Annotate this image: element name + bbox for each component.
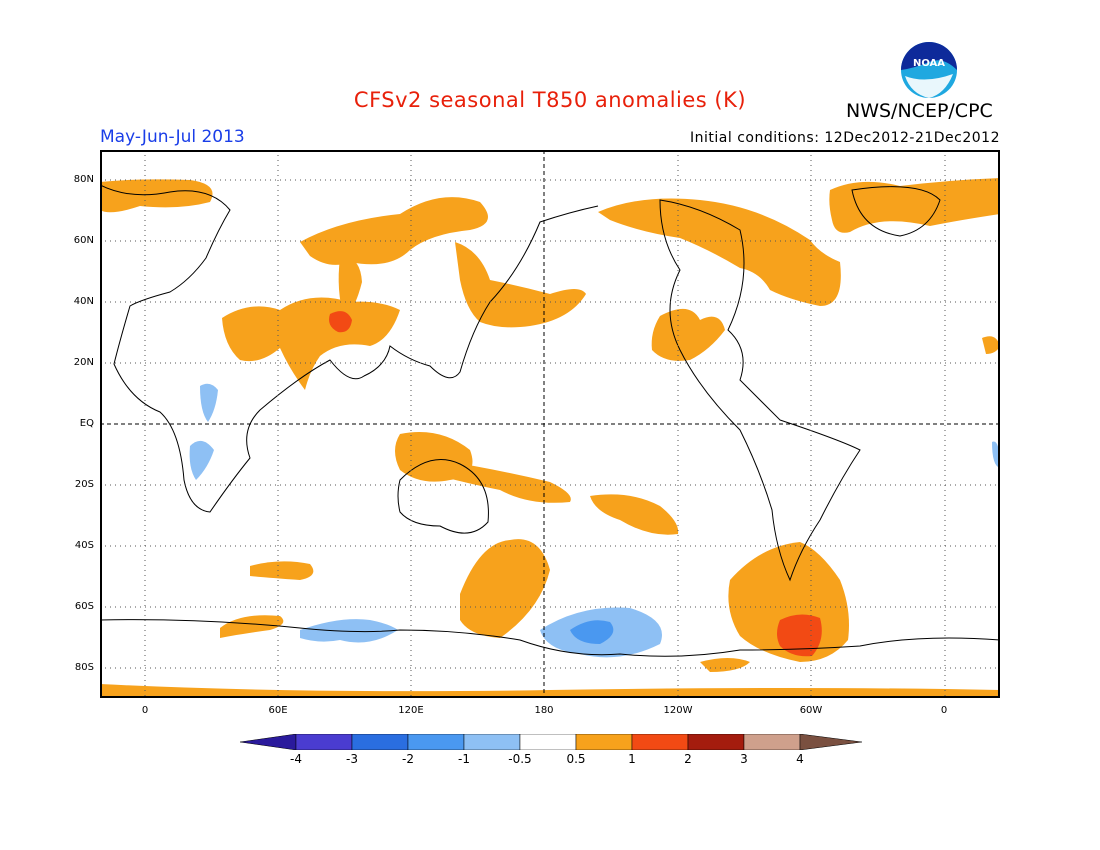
lat-label: 80N xyxy=(73,174,94,185)
cbar-label: -1 xyxy=(458,752,470,766)
lon-label: 60W xyxy=(799,705,823,716)
coastlines xyxy=(100,184,1000,657)
cbar-cell xyxy=(687,734,745,750)
cbar-cell xyxy=(519,734,577,750)
cbar-cell xyxy=(575,734,633,750)
lat-label: 60N xyxy=(73,235,94,246)
lat-label: 20S xyxy=(74,479,94,490)
cbar-arrow-low xyxy=(240,734,297,750)
cbar-label: 0.5 xyxy=(566,752,586,766)
color-bar xyxy=(240,734,862,750)
cbar-label: 3 xyxy=(740,752,748,766)
lon-label: 180 xyxy=(534,705,554,716)
negative-anomaly-regions xyxy=(189,383,1000,658)
cbar-cell xyxy=(463,734,521,750)
lat-label: 80S xyxy=(74,662,94,673)
cbar-cell xyxy=(631,734,689,750)
cbar-cell xyxy=(295,734,353,750)
lon-label: 0 xyxy=(940,705,948,716)
cbar-cell xyxy=(743,734,801,750)
cbar-label: -4 xyxy=(290,752,302,766)
lat-label: 40S xyxy=(74,540,94,551)
cbar-label: -0.5 xyxy=(508,752,532,766)
map-title: CFSv2 seasonal T850 anomalies (K) xyxy=(353,88,747,112)
cbar-arrow-high xyxy=(799,734,862,750)
lat-label: EQ xyxy=(79,418,94,429)
cbar-label: 1 xyxy=(628,752,636,766)
initial-conditions-label: Initial conditions: 12Dec2012-21Dec2012 xyxy=(690,130,1000,146)
cbar-label: -2 xyxy=(402,752,414,766)
cbar-label: 4 xyxy=(796,752,804,766)
positive-anomaly-regions xyxy=(100,178,1000,698)
lon-label: 120E xyxy=(398,705,424,716)
equator-dateline xyxy=(100,150,1000,698)
noaa-logo-text: NOAA xyxy=(913,58,945,69)
cbar-cell xyxy=(407,734,465,750)
graticule xyxy=(100,150,1000,698)
lat-label: 60S xyxy=(74,601,94,612)
season-label: May-Jun-Jul 2013 xyxy=(100,127,245,147)
lat-label: 20N xyxy=(73,357,94,368)
cbar-label: 2 xyxy=(684,752,692,766)
lon-label: 0 xyxy=(141,705,149,716)
agency-label: NWS/NCEP/CPC xyxy=(846,100,993,122)
lon-label: 120W xyxy=(663,705,693,716)
cbar-cell xyxy=(351,734,409,750)
lat-label: 40N xyxy=(73,296,94,307)
cbar-label: -3 xyxy=(346,752,358,766)
noaa-logo: NOAA xyxy=(901,42,957,98)
anomaly-map xyxy=(100,150,1000,698)
lon-label: 60E xyxy=(268,705,288,716)
